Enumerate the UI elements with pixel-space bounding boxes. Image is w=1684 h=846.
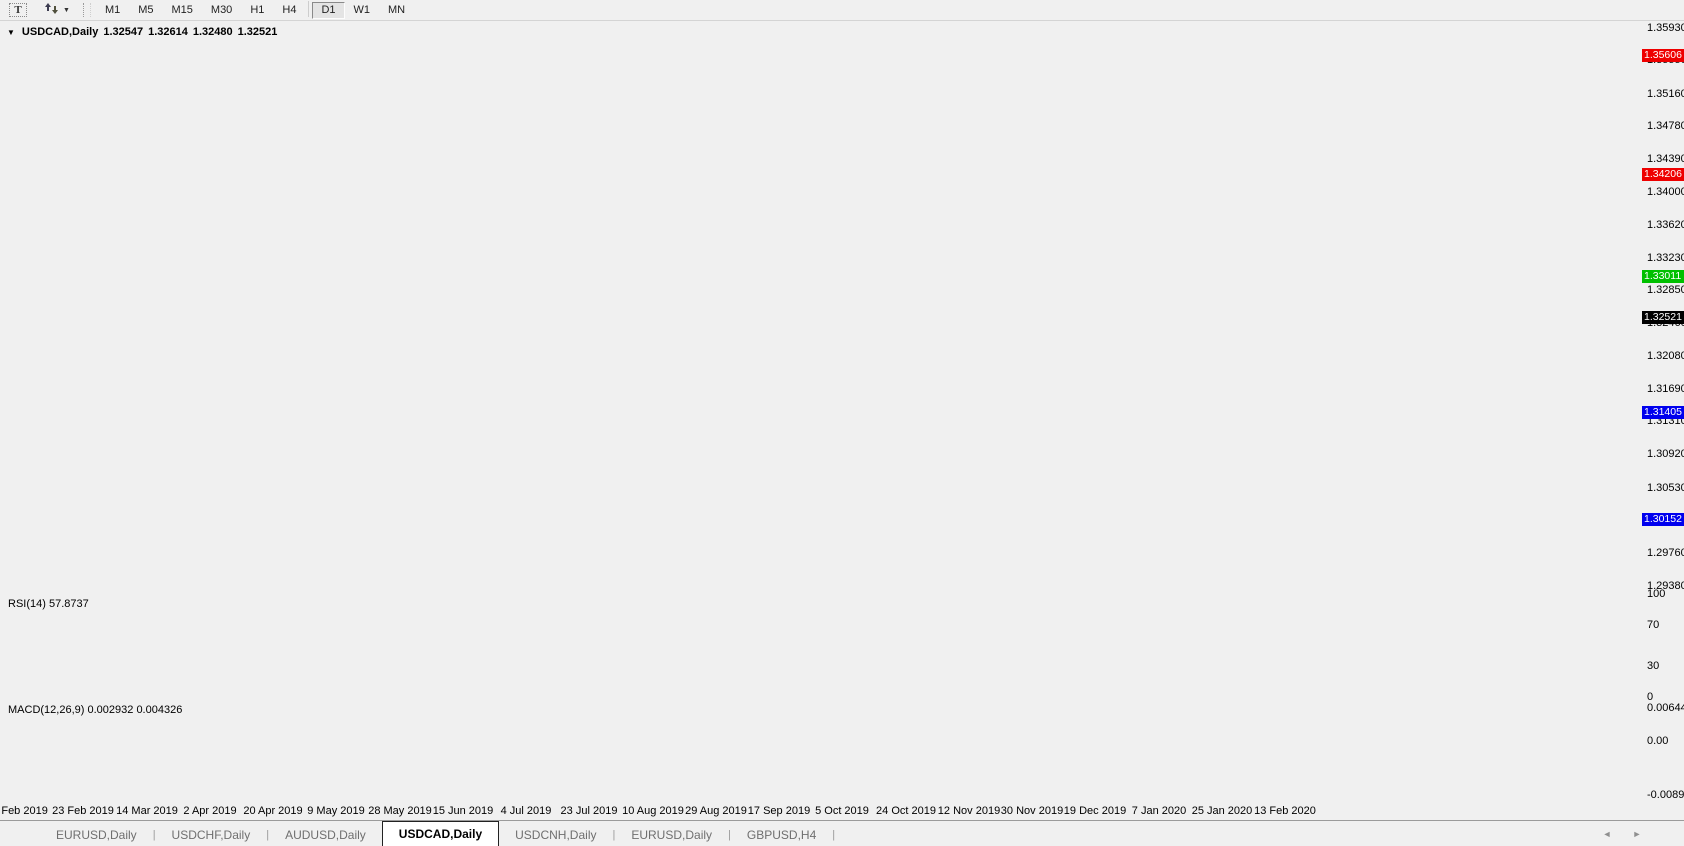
date-axis-tick: 24 Oct 2019: [876, 805, 936, 817]
date-axis-tick: 15 Jun 2019: [432, 805, 494, 817]
date-axis-tick: 30 Nov 2019: [1000, 805, 1064, 817]
price-low: 1.32480: [192, 26, 233, 38]
macd-signal-value: 0.004326: [136, 704, 183, 716]
tab-separator: |: [152, 829, 156, 841]
toolbar: T ▼ M1 M5 M15 M30 H1 H4 D1 W1 MN: [0, 0, 1684, 21]
toolbar-separator: [82, 3, 91, 17]
tab-gbpusd-h4[interactable]: GBPUSD,H4: [746, 828, 817, 842]
price-high: 1.32614: [148, 26, 188, 38]
rsi-axis-tick: 30: [1647, 660, 1660, 672]
date-axis-tick: 7 Jan 2020: [1131, 805, 1187, 817]
text-tool-button[interactable]: T: [1, 1, 35, 20]
price-axis-tick: 1.33230: [1647, 251, 1684, 264]
current-price-label: 1.32521: [1642, 311, 1684, 325]
price-axis-tick: 1.34390: [1647, 153, 1684, 166]
macd-axis-tick: 0.00: [1647, 735, 1669, 747]
tab-separator: |: [612, 829, 616, 841]
price-axis-tick: 1.30920: [1647, 448, 1684, 461]
date-axis-tick: 2 Apr 2019: [183, 805, 237, 817]
tab-audusd-daily[interactable]: AUDUSD,Daily: [285, 828, 366, 842]
sort-arrows-icon: [44, 2, 59, 18]
macd-axis-tick: 0.006448: [1647, 702, 1684, 714]
rsi-axis-tick: 0: [1647, 690, 1654, 703]
timeframe-h4-button[interactable]: H4: [273, 2, 305, 19]
date-axis-tick: 12 Nov 2019: [937, 805, 1001, 817]
tabs-scroll-right-button[interactable]: ►: [1632, 829, 1642, 839]
price-axis-tick: 1.30530: [1647, 481, 1684, 494]
rsi-value: 57.8737: [48, 598, 89, 610]
arrange-objects-button[interactable]: ▼: [37, 1, 77, 20]
timeframe-d1-button[interactable]: D1: [312, 1, 345, 19]
rsi-axis-tick: 100: [1647, 588, 1666, 601]
macd-name: MACD(12,26,9): [8, 704, 85, 716]
price-axis-tick: 1.35930: [1647, 22, 1684, 35]
text-tool-icon: T: [9, 3, 27, 17]
price-axis-tick: 1.32850: [1647, 284, 1684, 297]
timeframe-w1-button[interactable]: W1: [345, 2, 380, 19]
chart-tab-bar: EURUSD,Daily | USDCHF,Daily | AUDUSD,Daily US…: [0, 820, 1684, 846]
hline-price-label: 1.33011: [1642, 269, 1684, 283]
price-axis-tick: 1.34780: [1647, 119, 1684, 132]
hline-price-label: 1.35606: [1642, 48, 1684, 62]
symbol-dropdown-icon[interactable]: ▼: [7, 27, 15, 37]
date-axis-tick: 23 Jul 2019: [560, 805, 618, 817]
date-axis-tick: 25 Jan 2020: [1191, 805, 1253, 817]
date-axis-tick: 14 Mar 2019: [116, 805, 178, 817]
timeframe-m5-button[interactable]: M5: [129, 2, 162, 19]
timeframe-button-group: M1 M5 M15 M30 H1 H4 D1 W1 MN: [96, 0, 414, 20]
date-axis-tick: 19 Dec 2019: [1063, 805, 1127, 817]
price-axis-tick: 1.29760: [1647, 547, 1684, 560]
timeframe-m15-button[interactable]: M15: [163, 2, 202, 19]
tab-separator: |: [832, 829, 836, 841]
dropdown-caret-icon: ▼: [63, 6, 70, 14]
timeframe-h1-button[interactable]: H1: [241, 2, 273, 19]
tab-separator: |: [728, 829, 731, 841]
timeframe-m30-button[interactable]: M30: [202, 2, 241, 19]
hline-price-label: 1.31405: [1642, 406, 1684, 420]
hline-price-label: 1.34206: [1642, 167, 1684, 181]
tab-usdcad-daily[interactable]: USDCAD,Daily: [381, 821, 500, 846]
macd-indicator-label: MACD(12,26,9) 0.002932 0.004326: [8, 704, 182, 716]
price-open: 1.32547: [103, 26, 144, 38]
price-axis-tick: 1.29380: [1647, 579, 1684, 592]
date-axis-tick: 9 May 2019: [307, 805, 365, 817]
date-axis-tick: 29 Aug 2019: [685, 805, 747, 817]
date-axis-tick: 13 Feb 2020: [1254, 805, 1316, 817]
tab-eurusd-daily[interactable]: EURUSD,Daily: [56, 828, 137, 842]
date-axis-tick: 4 Jul 2019: [500, 805, 552, 817]
tab-usdcnh-daily[interactable]: USDCNH,Daily: [515, 828, 597, 842]
date-axis-tick: 10 Aug 2019: [622, 805, 684, 817]
price-axis-tick: 1.31690: [1647, 382, 1684, 395]
date-axis-tick: 17 Sep 2019: [747, 805, 811, 817]
rsi-axis-tick: 70: [1647, 619, 1660, 632]
toolbar-divider: [308, 0, 310, 17]
price-close: 1.32521: [237, 26, 278, 38]
price-axis-tick: 1.33620: [1647, 218, 1684, 231]
date-axis-tick: 5 Feb 2019: [0, 805, 48, 817]
chart-symbol: USDCAD,Daily: [21, 26, 99, 38]
timeframe-m1-button[interactable]: M1: [96, 2, 129, 19]
hline-price-label: 1.30152: [1642, 512, 1684, 526]
date-axis-tick: 23 Feb 2019: [52, 805, 114, 817]
price-axis-tick: 1.32080: [1647, 349, 1684, 362]
rsi-name: RSI(14): [8, 598, 46, 610]
price-axis-tick: 1.35160: [1647, 87, 1684, 100]
tabs-scroll-left-button[interactable]: ◄: [1602, 829, 1612, 839]
timeframe-mn-button[interactable]: MN: [379, 2, 414, 19]
tab-eurusd-daily[interactable]: EURUSD,Daily: [631, 828, 713, 842]
macd-value: 0.002932: [87, 704, 134, 716]
tab-usdchf-daily[interactable]: USDCHF,Daily: [171, 828, 251, 842]
macd-axis-tick: -0.008982: [1647, 789, 1684, 801]
tab-separator: |: [266, 829, 270, 841]
rsi-indicator-label: RSI(14) 57.8737: [8, 598, 89, 610]
price-axis-tick: 1.34000: [1647, 186, 1684, 199]
date-axis-tick: 20 Apr 2019: [243, 805, 303, 817]
date-axis-tick: 5 Oct 2019: [815, 805, 869, 817]
chart-title: ▼ USDCAD,Daily 1.32547 1.32614 1.32480 1…: [7, 26, 277, 38]
date-axis-tick: 28 May 2019: [368, 805, 432, 817]
